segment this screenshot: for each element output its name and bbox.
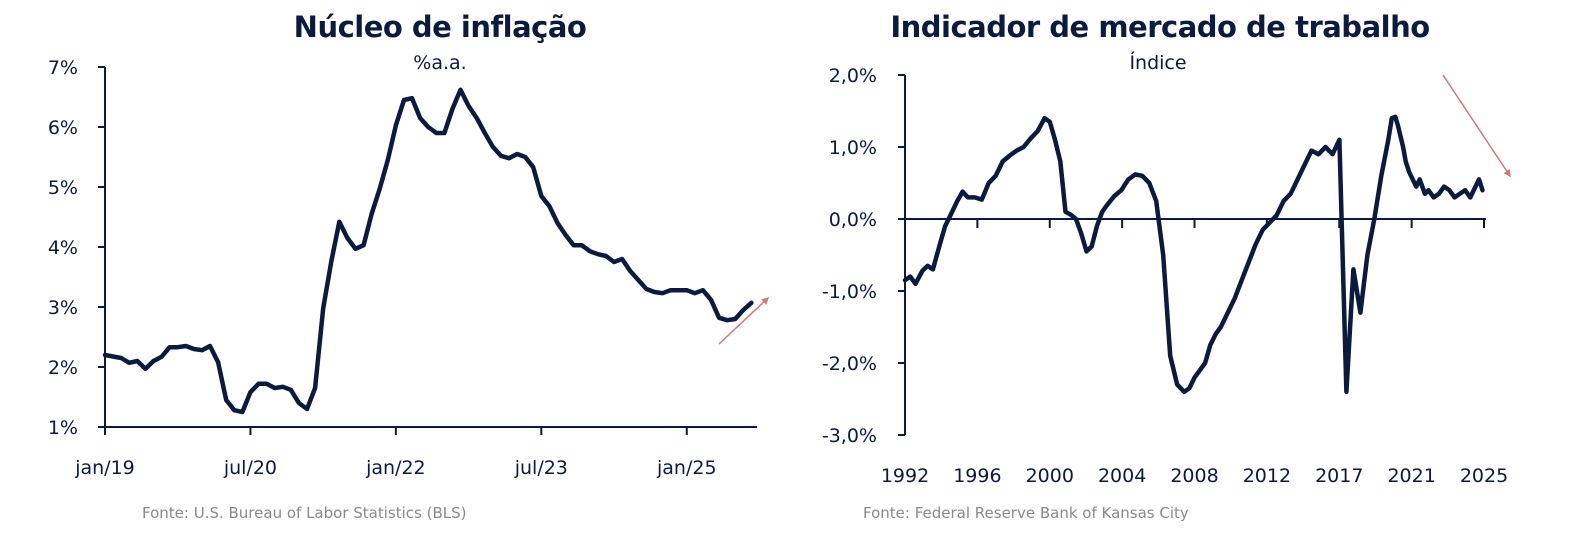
chart-2-x-tick-label: 2021 <box>1387 465 1435 487</box>
chart-1-y-tick-label: 5% <box>48 177 78 199</box>
chart-1-y-tick-label: 7% <box>48 57 78 79</box>
chart-2-x-tick-label: 2000 <box>1026 465 1074 487</box>
chart-1-x-tick-label: jan/19 <box>74 457 135 479</box>
chart-1-y-tick-label: 4% <box>48 237 78 259</box>
chart-2-x-tick-label: 1992 <box>881 465 929 487</box>
chart-2-y-tick-label: 0,0% <box>829 209 877 231</box>
chart-2-x-tick-label: 2004 <box>1098 465 1146 487</box>
chart-1-inflation-core: 1% 2% 3% 4% 5% 6% 7% jan/19 jul/20 jan/22 jul/23 ja… <box>48 57 770 479</box>
chart-2-x-tick-label: 2025 <box>1460 465 1508 487</box>
chart-2-y-tick-label: -2,0% <box>822 353 877 375</box>
chart-1-y-tick-label: 6% <box>48 117 78 139</box>
chart-1-subtitle: %a.a. <box>413 52 467 74</box>
chart-1-series-line <box>102 87 754 415</box>
chart-2-x-tick-label: 2012 <box>1243 465 1291 487</box>
chart-1-title: Núcleo de inflação <box>293 10 587 44</box>
chart-1-y-tick-label: 2% <box>48 357 78 379</box>
chart-1-source: Fonte: U.S. Bureau of Labor Statistics (… <box>142 504 467 522</box>
chart-2-x-tick-label: 2017 <box>1315 465 1363 487</box>
chart-1-x-tick-label: jul/23 <box>514 457 568 479</box>
chart-2-trend-arrow-down <box>1442 74 1511 178</box>
chart-1-x-tick-label: jan/25 <box>656 457 717 479</box>
chart-2-y-tick-label: 2,0% <box>829 65 877 87</box>
chart-1-y-tick-label: 1% <box>48 417 78 439</box>
chart-1-x-tick-label: jan/22 <box>365 457 426 479</box>
chart-2-subtitle: Índice <box>1129 52 1187 74</box>
chart-1-x-tick-label: jul/20 <box>223 457 277 479</box>
chart-2-y-tick-label: 1,0% <box>829 137 877 159</box>
chart-1-y-tick-label: 3% <box>48 297 78 319</box>
chart-2-title: Indicador de mercado de trabalho <box>890 10 1430 44</box>
chart-2-x-tick-label: 2008 <box>1170 465 1218 487</box>
chart-2-series-line <box>902 114 1485 395</box>
chart-2-y-tick-label: -1,0% <box>822 281 877 303</box>
chart-2-y-tick-label: -3,0% <box>822 425 877 447</box>
chart-1-trend-arrow-up <box>718 296 770 345</box>
chart-2-labor-market-indicator: -3,0% -2,0% -1,0% 0,0% 1,0% 2,0% 1992 1996 2000 2… <box>822 65 1511 487</box>
chart-2-x-tick-label: 1996 <box>953 465 1001 487</box>
chart-2-source: Fonte: Federal Reserve Bank of Kansas Ci… <box>863 504 1189 522</box>
